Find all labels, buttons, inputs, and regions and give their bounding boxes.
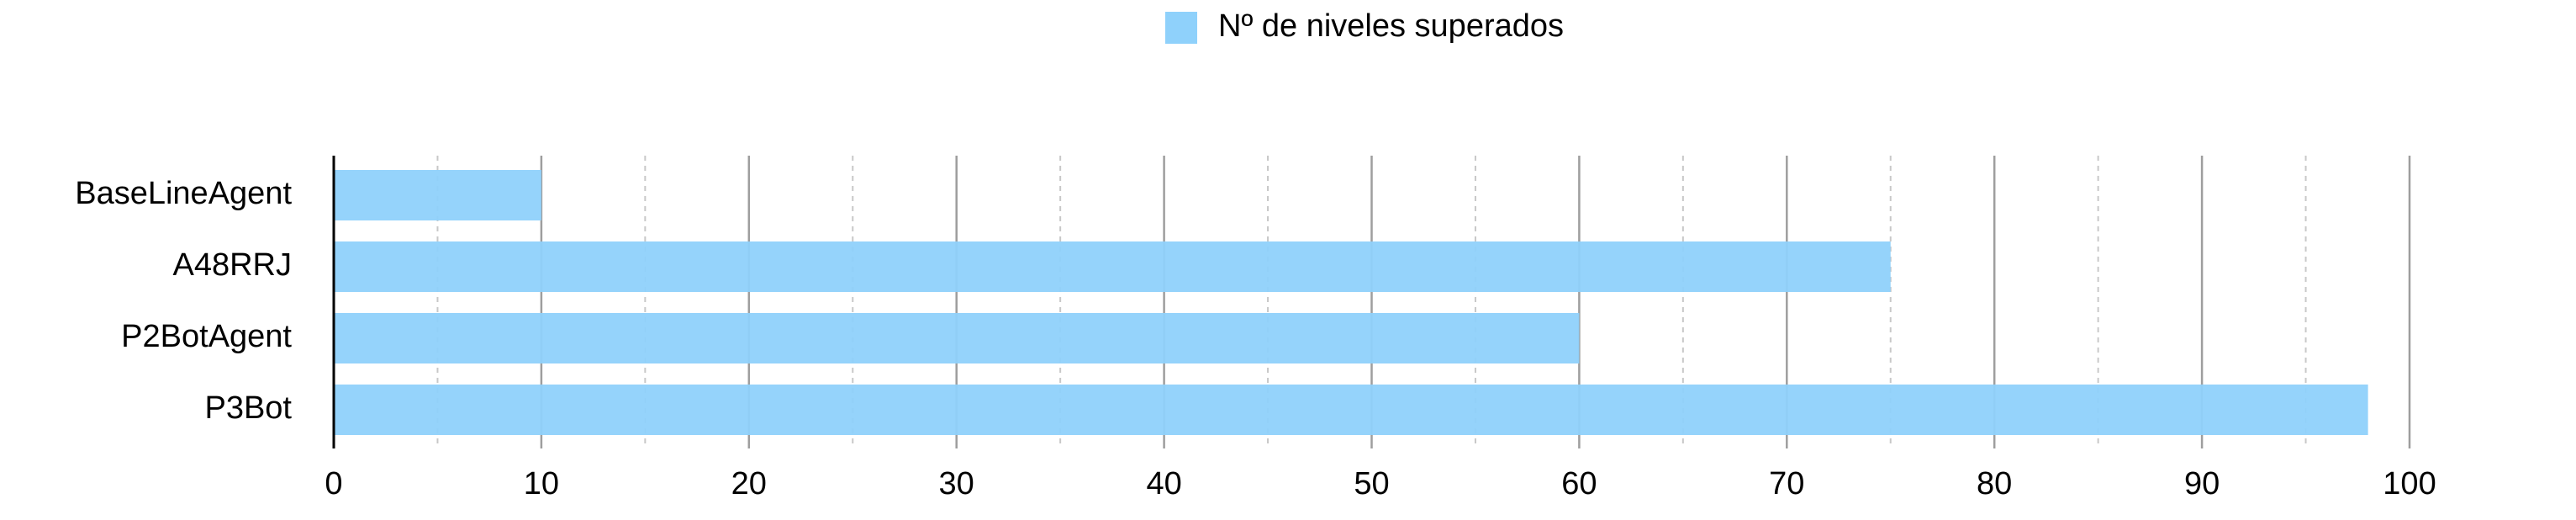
x-tick-label: 90 xyxy=(2184,466,2220,501)
bars xyxy=(334,170,2368,435)
x-tick-label: 10 xyxy=(524,466,559,501)
x-tick-label: 50 xyxy=(1354,466,1389,501)
x-tick-label: 80 xyxy=(1977,466,2012,501)
x-tick-label: 40 xyxy=(1146,466,1181,501)
legend-swatch xyxy=(1165,12,1197,44)
category-labels: BaseLineAgent A48RRJ P2BotAgent P3Bot xyxy=(75,176,292,426)
x-tick-label: 20 xyxy=(731,466,767,501)
legend: Nº de niveles superados xyxy=(1165,8,1564,44)
legend-label: Nº de niveles superados xyxy=(1218,8,1564,44)
category-label: A48RRJ xyxy=(173,247,293,283)
category-label: P2BotAgent xyxy=(121,319,292,354)
bar-p2botagent xyxy=(334,313,1580,363)
x-tick-label: 0 xyxy=(325,466,342,501)
x-tick-label: 70 xyxy=(1769,466,1804,501)
bar-p3bot xyxy=(334,385,2368,435)
x-tick-label: 30 xyxy=(939,466,974,501)
category-label: P3Bot xyxy=(204,390,292,426)
x-tick-label: 100 xyxy=(2383,466,2436,501)
x-tick-label: 60 xyxy=(1561,466,1597,501)
bar-a48rrj xyxy=(334,241,1891,292)
x-tick-labels: 0 10 20 30 40 50 60 70 80 90 100 xyxy=(325,466,2436,501)
category-label: BaseLineAgent xyxy=(75,176,292,211)
bar-baselineagent xyxy=(334,170,541,220)
